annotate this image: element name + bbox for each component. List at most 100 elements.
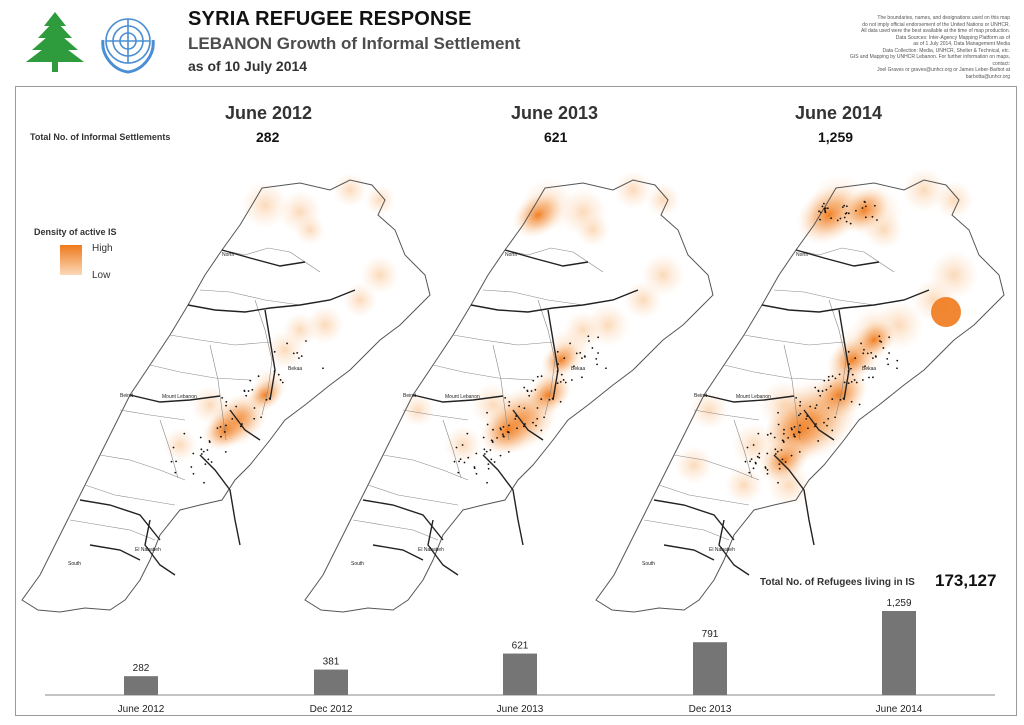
- settlement-dot: [562, 379, 565, 381]
- settlement-dot: [475, 452, 478, 455]
- settlement-dot: [824, 207, 827, 210]
- settlement-dot: [581, 357, 583, 360]
- district-boundary: [169, 334, 271, 346]
- settlement-dot: [204, 463, 207, 466]
- settlement-dot: [798, 450, 801, 453]
- settlement-dot: [548, 398, 551, 401]
- density-core: [810, 368, 868, 422]
- map-june-2013: North Mount Lebanon Beirut Bekaa South El Nab…: [304, 170, 714, 613]
- settlement-dot: [826, 207, 829, 210]
- settlement-dot: [540, 375, 543, 378]
- settlement-dot: [575, 352, 578, 355]
- settlement-dot: [818, 210, 820, 213]
- settlement-count-label: Total No. of Informal Settlements: [30, 132, 171, 142]
- settlement-dot: [507, 431, 510, 434]
- settlement-dot: [872, 376, 874, 379]
- district-boundary: [382, 454, 469, 481]
- region-label-beirut: Beirut: [120, 393, 134, 399]
- settlement-dot: [502, 425, 505, 428]
- settlement-dot: [489, 449, 492, 451]
- density-core: [838, 187, 890, 233]
- settlement-dot: [487, 463, 490, 466]
- governorate-boundary: [129, 394, 221, 403]
- settlement-dot: [799, 412, 802, 415]
- settlement-dot: [766, 469, 769, 471]
- settlement-dot: [861, 207, 864, 209]
- settlement-dot: [192, 452, 195, 455]
- district-boundary: [149, 364, 251, 381]
- settlement-dot: [778, 463, 781, 466]
- settlement-dot: [798, 431, 801, 434]
- page-subtitle: LEBANON Growth of Informal Settlement: [188, 34, 520, 54]
- settlement-dot: [780, 449, 783, 451]
- settlement-dot: [530, 390, 533, 392]
- settlement-dot: [887, 363, 889, 366]
- settlement-dot: [210, 461, 213, 463]
- settlement-dot: [880, 340, 883, 343]
- legend-low-label: Low: [92, 270, 111, 281]
- settlement-dot: [192, 472, 195, 475]
- settlement-dot: [823, 379, 826, 382]
- disclaimer-line: Joel Graves or graves@unhcr.org or James…: [877, 67, 1010, 80]
- settlement-dot: [221, 396, 224, 399]
- settlement-dot: [823, 202, 825, 205]
- density-halo: [724, 465, 764, 505]
- settlement-dot: [300, 355, 303, 358]
- settlement-dot: [784, 461, 787, 463]
- settlement-dot: [202, 450, 205, 453]
- governorate-boundary: [187, 289, 356, 313]
- district-boundary: [795, 247, 895, 273]
- settlement-dot: [206, 449, 209, 451]
- settlement-dot: [508, 401, 511, 403]
- settlement-dot: [882, 347, 885, 349]
- settlement-dot: [216, 427, 219, 430]
- cedar-logo-icon: [26, 12, 84, 72]
- settlement-dot: [556, 350, 559, 353]
- settlement-dot: [253, 417, 256, 420]
- density-core: [512, 192, 564, 238]
- settlement-dot: [845, 205, 848, 208]
- settlement-dot: [518, 405, 521, 408]
- governorate-boundary: [482, 454, 524, 546]
- governorate-boundary: [427, 519, 459, 576]
- settlement-dot: [219, 425, 222, 428]
- settlement-dot: [834, 416, 837, 419]
- settlement-dot: [225, 404, 227, 407]
- settlement-dot: [463, 461, 466, 464]
- settlement-dot: [588, 340, 590, 342]
- settlement-dot: [225, 424, 227, 427]
- settlement-count-3: 1,259: [818, 129, 854, 145]
- settlement-dot: [847, 212, 850, 215]
- settlement-dot: [817, 440, 820, 442]
- settlement-dot: [486, 411, 488, 414]
- legend-color-ramp: [60, 245, 82, 275]
- district-boundary: [209, 344, 227, 441]
- settlement-dot: [247, 390, 250, 392]
- settlement-dot: [605, 367, 607, 370]
- district-boundary: [442, 419, 462, 479]
- settlement-dot: [536, 375, 539, 378]
- map-header: SYRIA REFUGEE RESPONSE LEBANON Growth of…: [0, 0, 1024, 86]
- chart-category-label: Dec 2013: [689, 704, 732, 715]
- settlement-dot: [823, 421, 825, 424]
- region-label-mount-lebanon: Mount Lebanon: [162, 394, 197, 400]
- governorate-boundary: [795, 249, 880, 267]
- settlement-dot: [848, 363, 850, 366]
- settlement-dot: [501, 433, 504, 436]
- settlement-dot: [777, 481, 779, 484]
- settlement-dot: [587, 335, 590, 338]
- settlement-dot: [827, 379, 830, 382]
- governorate-boundary: [773, 454, 815, 546]
- settlement-dot: [853, 379, 856, 381]
- density-core: [541, 342, 581, 378]
- district-boundary: [84, 484, 176, 506]
- settlement-dot: [757, 432, 760, 435]
- settlement-dot: [850, 381, 853, 383]
- settlement-dot: [224, 450, 227, 453]
- settlement-dot: [559, 381, 562, 383]
- settlement-dot: [854, 357, 857, 360]
- settlement-dot: [864, 216, 867, 219]
- settlement-dot: [841, 206, 844, 208]
- settlement-dot: [563, 357, 566, 360]
